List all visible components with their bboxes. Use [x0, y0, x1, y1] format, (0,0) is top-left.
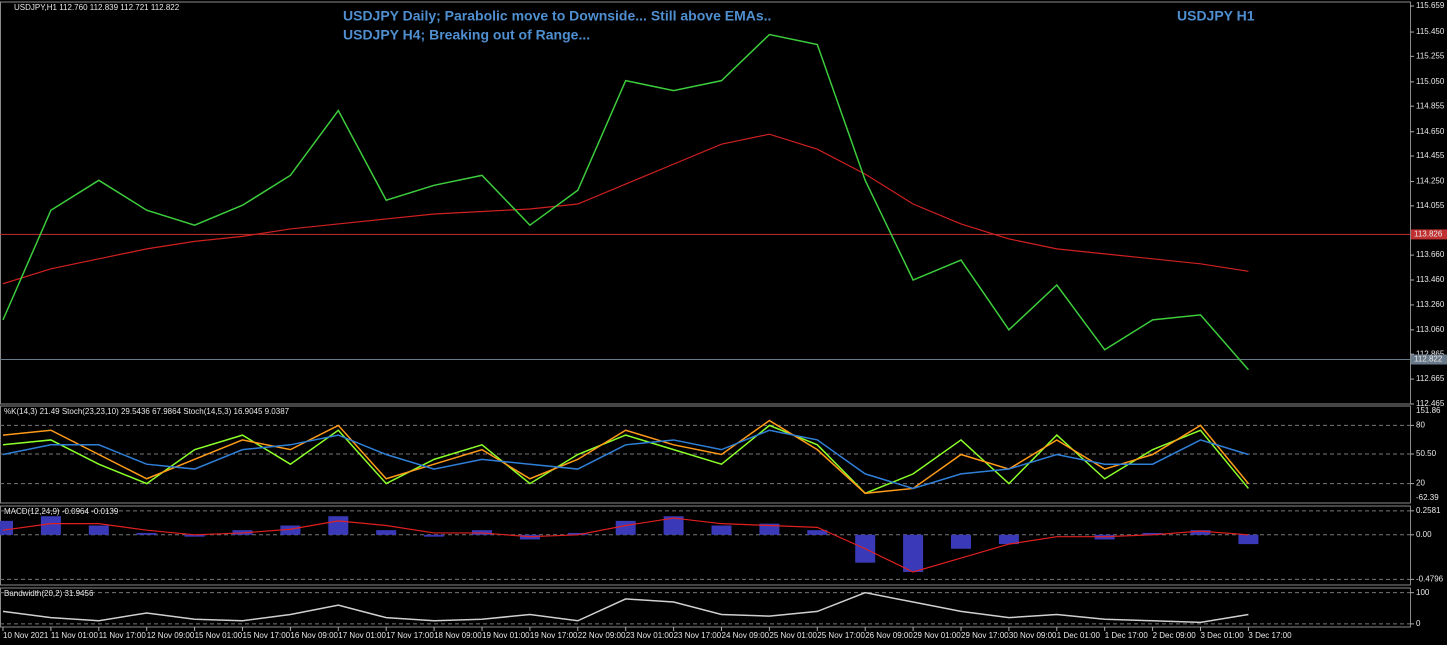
indicator-line — [2, 424, 1249, 495]
panel-title: %K(14,3) 21.49 Stoch(23,23,10) 29.5436 6… — [4, 407, 290, 416]
panel-title: MACD(12,24,9) -0.0964 -0.0139 — [4, 507, 119, 516]
x-tick-label: 16 Nov 09:00 — [290, 631, 338, 640]
y-tick-label: 100 — [1416, 588, 1430, 597]
y-tick-label: 112.865 — [1416, 349, 1445, 358]
histogram-bar — [807, 530, 828, 535]
histogram-bar — [711, 525, 732, 535]
histogram-bar — [615, 520, 636, 535]
signal-line — [2, 517, 1249, 573]
histogram-bar — [0, 520, 13, 535]
y-tick-label: 113.460 — [1416, 275, 1445, 284]
y-tick-label: 0.00 — [1416, 530, 1432, 539]
y-tick-label: 114.055 — [1416, 201, 1445, 210]
y-tick-label: 114.455 — [1416, 151, 1445, 160]
x-tick-label: 15 Nov 01:00 — [195, 631, 243, 640]
x-tick-label: 26 Nov 09:00 — [865, 631, 913, 640]
y-tick-label: 0.2581 — [1416, 506, 1441, 515]
y-tick-label: 114.650 — [1416, 127, 1445, 136]
x-tick-label: 19 Nov 17:00 — [530, 631, 578, 640]
histogram-bar — [328, 516, 349, 535]
price-tag-label: 113.826 — [1414, 230, 1443, 239]
price-tag — [1411, 354, 1447, 365]
x-tick-label: 23 Nov 01:00 — [626, 631, 674, 640]
x-tick-label: 1 Dec 17:00 — [1105, 631, 1149, 640]
x-tick-label: 24 Nov 09:00 — [722, 631, 770, 640]
histogram-bar — [951, 534, 971, 549]
y-tick-label: 112.665 — [1416, 374, 1445, 383]
annotation: USDJPY H4; Breaking out of Range... — [343, 27, 590, 43]
y-tick-label: 113.260 — [1416, 300, 1445, 309]
panel-frame — [0, 1, 1411, 405]
histogram-bar — [40, 516, 61, 535]
y-tick-label: 113.660 — [1416, 250, 1445, 259]
x-tick-label: 23 Nov 17:00 — [674, 631, 722, 640]
annotation: USDJPY Daily; Parabolic move to Downside… — [343, 8, 771, 24]
price-tag-label: 112.822 — [1414, 355, 1443, 364]
y-tick-label: 115.255 — [1416, 51, 1445, 60]
indicator-line — [2, 429, 1249, 490]
y-tick-label: 112.465 — [1416, 399, 1445, 408]
symbol-header: USDJPY,H1 112.760 112.839 112.721 112.82… — [14, 3, 180, 12]
x-tick-label: 25 Nov 17:00 — [817, 631, 865, 640]
y-tick-label: 80 — [1416, 421, 1425, 430]
histogram-bar — [567, 532, 588, 535]
x-tick-label: 10 Nov 2021 — [3, 631, 49, 640]
y-tick-label: 20 — [1416, 479, 1425, 488]
y-tick-label: 113.060 — [1416, 325, 1445, 334]
histogram-bar — [663, 516, 684, 535]
x-tick-label: 3 Dec 17:00 — [1248, 631, 1292, 640]
x-tick-label: 25 Nov 01:00 — [769, 631, 817, 640]
histogram-bar — [759, 523, 780, 535]
x-tick-label: 19 Nov 01:00 — [482, 631, 530, 640]
x-tick-label: 11 Nov 17:00 — [99, 631, 147, 640]
histogram-bar — [1190, 530, 1211, 535]
histogram-bar — [184, 534, 205, 537]
x-tick-label: 17 Nov 01:00 — [338, 631, 386, 640]
indicator-line — [2, 419, 1249, 495]
histogram-bar — [998, 534, 1019, 545]
x-tick-label: 2 Dec 09:00 — [1153, 631, 1197, 640]
moving-average — [2, 133, 1249, 285]
histogram-bar — [1142, 532, 1163, 535]
y-tick-label: 115.450 — [1416, 27, 1445, 36]
x-tick-label: 12 Nov 09:00 — [147, 631, 195, 640]
x-tick-label: 18 Nov 09:00 — [434, 631, 482, 640]
panel-frame — [0, 587, 1411, 628]
y-tick-label: 114.250 — [1416, 177, 1445, 186]
y-tick-label: 114.855 — [1416, 101, 1445, 110]
price-tag — [1411, 229, 1447, 240]
range-label: 151.86 — [1416, 406, 1441, 415]
y-tick-label: 0 — [1416, 619, 1421, 628]
x-tick-label: 22 Nov 09:00 — [578, 631, 626, 640]
x-tick-label: 1 Dec 01:00 — [1057, 631, 1101, 640]
annotation: USDJPY H1 — [1177, 8, 1255, 24]
x-tick-label: 17 Nov 17:00 — [386, 631, 434, 640]
x-tick-label: 30 Nov 09:00 — [1009, 631, 1057, 640]
histogram-bar — [136, 532, 157, 535]
price-line-series — [2, 33, 1249, 371]
histogram-bar — [424, 534, 445, 537]
x-tick-label: 3 Dec 01:00 — [1201, 631, 1245, 640]
histogram-bar — [88, 525, 109, 535]
price-line-series — [2, 591, 1249, 624]
y-tick-label: -0.4796 — [1416, 574, 1444, 583]
range-label: -62.39 — [1416, 493, 1439, 502]
x-tick-label: 11 Nov 01:00 — [51, 631, 99, 640]
x-tick-label: 29 Nov 01:00 — [913, 631, 961, 640]
histogram-bar — [376, 530, 397, 535]
histogram-bar — [903, 534, 924, 572]
y-tick-label: 115.659 — [1416, 1, 1445, 10]
x-tick-label: 15 Nov 17:00 — [243, 631, 291, 640]
panel-frame — [0, 505, 1411, 586]
histogram-bar — [1238, 534, 1259, 545]
y-tick-label: 115.050 — [1416, 77, 1445, 86]
histogram-bar — [280, 525, 301, 535]
panel-title: Bandwidth(20,2) 31.9456 — [4, 589, 94, 598]
y-tick-label: 50.50 — [1416, 449, 1437, 458]
x-tick-label: 29 Nov 17:00 — [961, 631, 1009, 640]
